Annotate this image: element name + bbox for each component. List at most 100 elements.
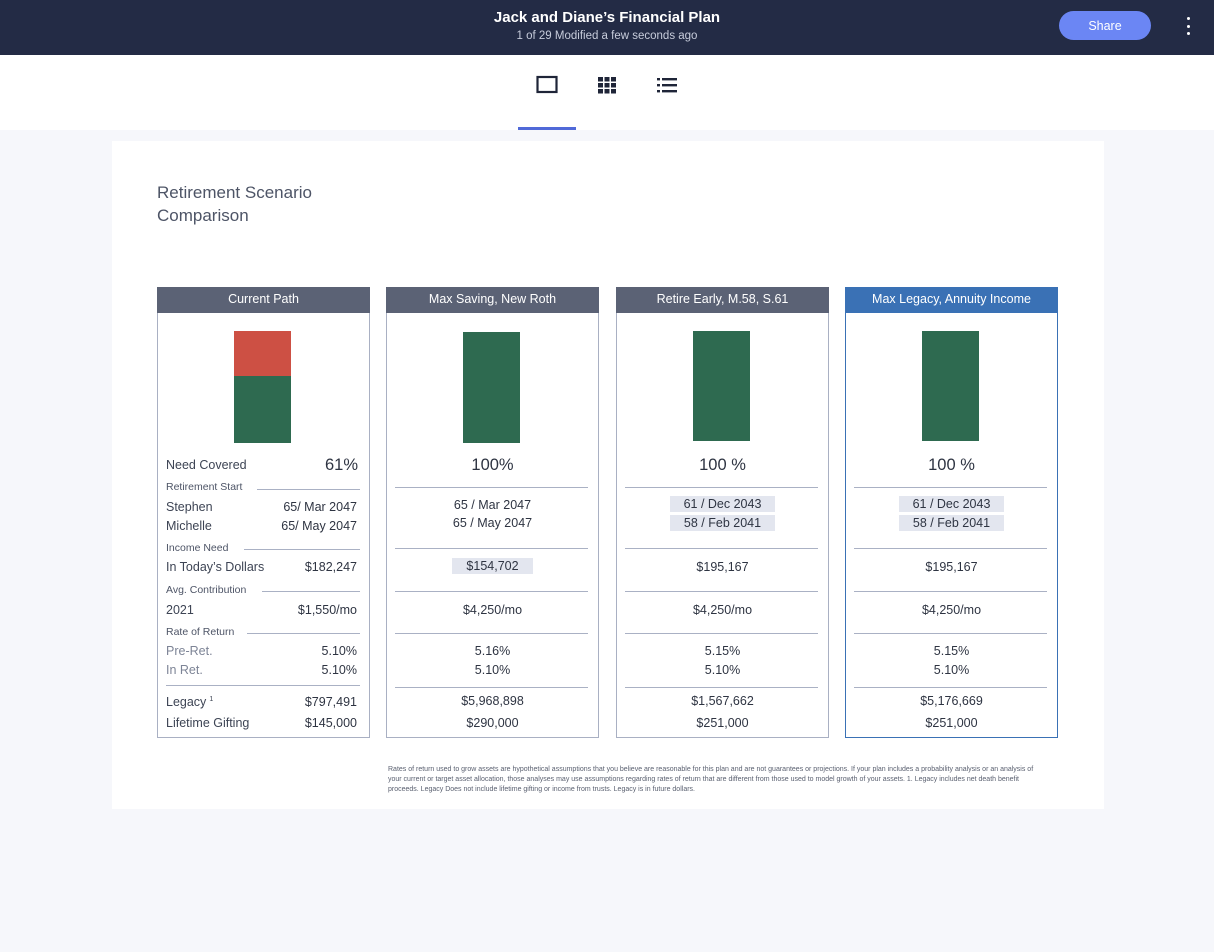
need-covered-value: 100 % <box>699 456 746 474</box>
stephen-start-value: 61 / Dec 2043 <box>617 496 828 512</box>
divider <box>854 633 1047 634</box>
stephen-start-value: 65 / Mar 2047 <box>453 498 532 512</box>
income-need-value: $195,167 <box>925 560 978 574</box>
covered-bar <box>463 332 520 443</box>
more-vertical-icon[interactable] <box>1178 15 1198 37</box>
in-ret-value: 5.10% <box>321 663 357 677</box>
shortfall-bar <box>234 331 291 376</box>
tab-list[interactable] <box>638 55 696 130</box>
divider <box>854 487 1047 488</box>
stephen-label: Stephen <box>166 500 213 514</box>
plan-status: 1 of 29 Modified a few seconds ago <box>516 30 698 42</box>
avg-contribution-value: $1,550/mo <box>297 603 357 617</box>
pre-ret-value: 5.15% <box>933 644 970 658</box>
in-ret-value: 5.10% <box>933 663 970 677</box>
lifetime-gifting-value: $290,000 <box>466 716 519 730</box>
covered-bar <box>234 376 291 443</box>
need-covered-value: 100 % <box>928 456 975 474</box>
avg-contribution-value: $4,250/mo <box>462 603 523 617</box>
lifetime-gifting-label: Lifetime Gifting <box>166 716 250 730</box>
avg-contribution-value: $4,250/mo <box>692 603 753 617</box>
divider <box>625 633 818 634</box>
divider <box>854 591 1047 592</box>
divider <box>262 591 360 592</box>
divider <box>257 489 360 490</box>
in-ret-value: 5.10% <box>474 663 511 677</box>
lifetime-gifting-value: $251,000 <box>925 716 978 730</box>
scenario-header: Max Legacy, Annuity Income <box>845 287 1058 313</box>
income-need-label: Income Need <box>166 542 229 554</box>
divider <box>395 633 588 634</box>
legacy-value: $5,176,669 <box>920 694 983 708</box>
scenario-card-max-legacy[interactable]: Max Legacy, Annuity Income 100 % 61 / De… <box>845 287 1058 738</box>
stephen-start-highlight: 61 / Dec 2043 <box>669 496 776 512</box>
stephen-start-value: 65/ Mar 2047 <box>283 500 357 514</box>
in-ret-value: 5.10% <box>704 663 741 677</box>
stephen-start-value: 61 / Dec 2043 <box>846 496 1057 512</box>
need-covered-value: 61% <box>324 456 358 474</box>
plan-title: Jack and Diane’s Financial Plan <box>493 9 721 26</box>
covered-bar <box>922 331 979 441</box>
divider <box>166 685 360 686</box>
pre-ret-value: 5.10% <box>321 644 357 658</box>
disclosure-footnote: Rates of return used to grow assets are … <box>388 766 1034 793</box>
divider <box>625 591 818 592</box>
pre-ret-value: 5.15% <box>704 644 741 658</box>
grid-icon <box>598 77 616 94</box>
scenario-header: Retire Early, M.58, S.61 <box>616 287 829 313</box>
michelle-start-value: 58 / Feb 2041 <box>617 515 828 531</box>
comparison-card: Retirement Scenario Comparison Current P… <box>112 141 1104 809</box>
pre-ret-value: 5.16% <box>474 644 511 658</box>
income-need-highlight: $154,702 <box>452 558 533 574</box>
legacy-value: $797,491 <box>304 695 357 709</box>
retirement-start-label: Retirement Start <box>166 481 243 493</box>
michelle-start-highlight: 58 / Feb 2041 <box>898 515 1005 531</box>
stephen-start-highlight: 61 / Dec 2043 <box>898 496 1005 512</box>
need-covered-value: 100% <box>471 456 514 474</box>
divider <box>625 487 818 488</box>
rate-of-return-label: Rate of Return <box>166 626 235 638</box>
need-covered-label: Need Covered <box>166 458 247 472</box>
todays-dollars-label: In Today’s Dollars <box>166 560 265 574</box>
divider <box>395 487 588 488</box>
single-page-icon <box>536 75 558 94</box>
divider <box>395 591 588 592</box>
michelle-start-value: 65 / May 2047 <box>452 516 533 530</box>
covered-bar <box>693 331 750 441</box>
michelle-start-value: 65/ May 2047 <box>281 519 357 533</box>
divider <box>854 548 1047 549</box>
scenario-card-max-saving[interactable]: Max Saving, New Roth 100% 65 / Mar 2047 … <box>386 287 599 738</box>
in-ret-label: In Ret. <box>166 663 203 677</box>
year-label: 2021 <box>166 603 194 617</box>
divider <box>395 687 588 688</box>
michelle-label: Michelle <box>166 519 212 533</box>
divider <box>395 548 588 549</box>
scenario-header: Current Path <box>157 287 370 313</box>
scenario-card-retire-early[interactable]: Retire Early, M.58, S.61 100 % 61 / Dec … <box>616 287 829 738</box>
michelle-start-highlight: 58 / Feb 2041 <box>669 515 776 531</box>
income-need-value: $182,247 <box>304 560 357 574</box>
legacy-label: Legacy 1 <box>166 695 214 709</box>
list-icon <box>657 78 677 93</box>
scenario-header: Max Saving, New Roth <box>386 287 599 313</box>
divider <box>247 633 360 634</box>
lifetime-gifting-value: $251,000 <box>696 716 749 730</box>
pre-ret-label: Pre-Ret. <box>166 644 213 658</box>
legacy-value: $1,567,662 <box>691 694 754 708</box>
divider <box>625 687 818 688</box>
income-need-value: $195,167 <box>696 560 749 574</box>
tab-single-page[interactable] <box>518 55 576 130</box>
avg-contribution-label: Avg. Contribution <box>166 584 247 596</box>
divider <box>625 548 818 549</box>
view-switcher <box>0 55 1214 130</box>
michelle-start-value: 58 / Feb 2041 <box>846 515 1057 531</box>
share-button[interactable]: Share <box>1059 11 1151 40</box>
page-title: Retirement Scenario Comparison <box>157 183 312 225</box>
divider <box>244 549 360 550</box>
lifetime-gifting-value: $145,000 <box>304 716 357 730</box>
tab-grid[interactable] <box>578 55 636 130</box>
top-bar: Jack and Diane’s Financial Plan 1 of 29 … <box>0 0 1214 55</box>
legacy-value: $5,968,898 <box>461 694 524 708</box>
scenario-card-current-path[interactable]: Current Path Need Covered 61% Retirement… <box>157 287 370 738</box>
divider <box>854 687 1047 688</box>
